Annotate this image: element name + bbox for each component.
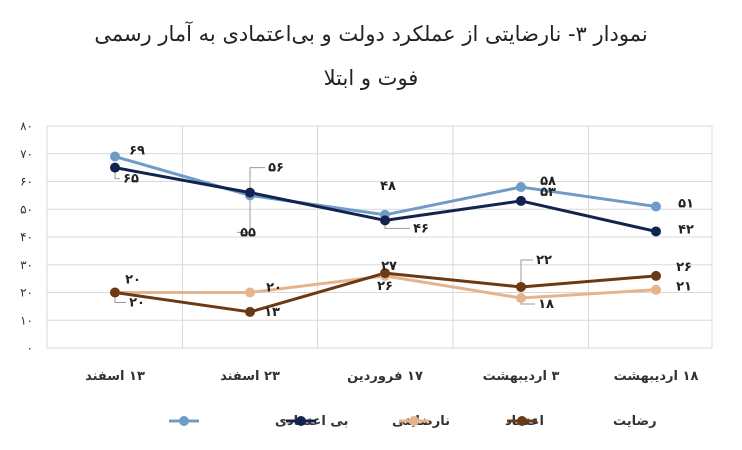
data-point — [651, 226, 661, 237]
data-point — [516, 281, 526, 292]
data-point — [651, 284, 661, 295]
x-axis: ۱۳ اسفند ۲۳ اسفند ۱۷ فروردین ۳ اردیبهشت ۱۸ ا… — [85, 369, 698, 384]
data-point — [110, 162, 120, 173]
x-tick-label: ۲۳ اسفند — [220, 369, 280, 384]
data-label: ۲۱ — [676, 280, 692, 295]
x-tick-label: ۱۸ اردیبهشت — [614, 369, 699, 384]
data-label: ۴۶ — [413, 221, 429, 236]
legend-swatch-marker — [296, 416, 306, 426]
data-label: ۲۶ — [676, 260, 692, 275]
data-point — [110, 287, 120, 298]
data-label: ۵۸ — [540, 174, 556, 189]
data-label: ۱۳ — [264, 305, 280, 320]
y-tick-label: ۲۰ — [20, 286, 33, 300]
legend-swatch-marker — [409, 416, 419, 426]
data-label: ۲۰ — [266, 281, 282, 296]
data-point — [516, 195, 526, 206]
y-tick-label: ۴۰ — [20, 230, 33, 244]
data-label: ۵۱ — [678, 196, 694, 211]
data-label: ۲۰ — [125, 273, 141, 288]
label-leader-line — [249, 167, 265, 193]
y-axis: ۰ ۱۰ ۲۰ ۳۰ ۴۰ ۵۰ ۶۰ ۷۰ ۸۰ — [20, 119, 33, 355]
label-leader-line — [237, 195, 251, 233]
data-point — [245, 287, 255, 298]
legend-label: رضایت — [613, 414, 657, 429]
x-tick-label: ۱۷ فروردین — [347, 369, 423, 384]
data-point — [651, 270, 661, 281]
data-label: ۵۵ — [240, 225, 256, 240]
y-tick-label: ۱۰ — [20, 313, 33, 327]
data-label: ۲۰ — [129, 296, 145, 311]
y-tick-label: ۰ — [27, 341, 33, 355]
data-label: ۶۵ — [123, 172, 139, 187]
data-point — [110, 151, 120, 162]
series-points — [110, 151, 661, 317]
y-tick-label: ۸۰ — [20, 119, 33, 133]
legend-swatch-marker — [517, 416, 527, 426]
x-tick-label: ۱۳ اسفند — [85, 369, 145, 384]
label-leader-line — [520, 259, 533, 287]
y-tick-label: ۳۰ — [20, 258, 33, 272]
data-point — [245, 187, 255, 198]
data-point — [245, 306, 255, 317]
data-label: ۵۶ — [268, 161, 284, 176]
data-point — [516, 182, 526, 193]
x-tick-label: ۳ اردیبهشت — [483, 369, 560, 384]
y-tick-label: ۵۰ — [20, 202, 33, 216]
chart-title-line-2: فوت و ابتلا — [323, 66, 419, 90]
data-point — [516, 293, 526, 304]
y-tick-label: ۶۰ — [20, 175, 33, 189]
data-label: ۱۸ — [538, 297, 554, 312]
data-point — [380, 268, 390, 279]
data-label: ۴۸ — [380, 179, 396, 194]
legend-swatch-marker — [179, 416, 189, 426]
chart-title-line-1: نمودار ۳- نارضایتی از عملکرد دولت و بی‌ا… — [94, 22, 648, 46]
data-label: ۶۹ — [129, 144, 145, 159]
data-label: ۲۶ — [377, 279, 393, 294]
data-label: ۵۳ — [540, 185, 556, 200]
y-tick-label: ۷۰ — [20, 147, 33, 161]
data-label: ۲۲ — [536, 253, 552, 268]
data-labels: ۶۹ ۵۵ ۴۸ ۵۸ ۵۱ ۶۵ ۵۶ ۴۶ ۵۳ ۴۲ ۲۰ ۲۰ ۲۶ ۱۸ ۲۱ ۲۰ ۱۳ ۲۷ ۲۲ ۲۶ — [123, 144, 694, 320]
gridlines — [46, 125, 713, 349]
data-point — [380, 215, 390, 226]
data-label: ۲۷ — [381, 259, 397, 274]
data-point — [651, 201, 661, 212]
legend: بی اعتمادینارضایتیاعتمادرضایت — [169, 414, 657, 429]
data-label: ۴۲ — [678, 222, 694, 237]
